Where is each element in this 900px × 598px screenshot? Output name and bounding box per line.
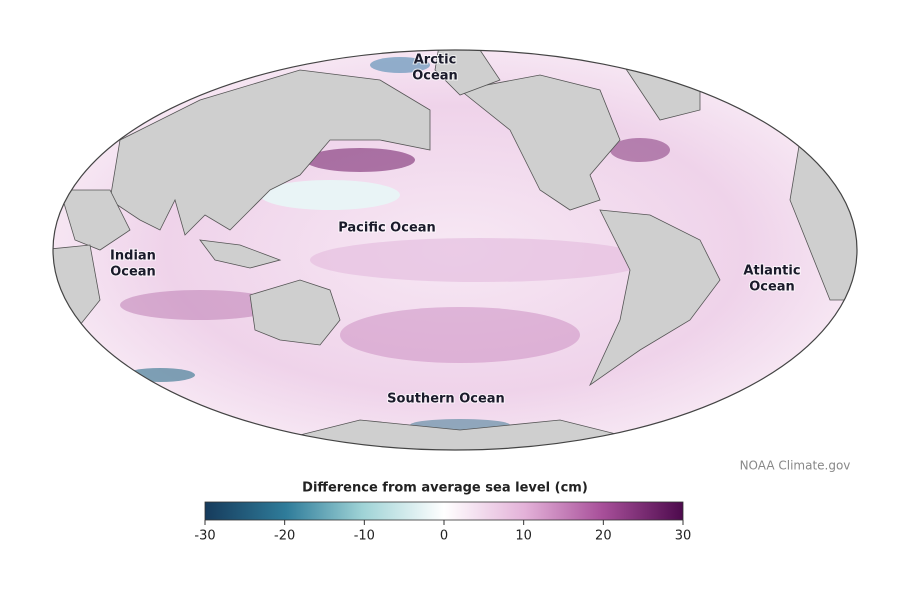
colorbar-tick-label: 0 xyxy=(440,529,448,544)
ocean-label: Southern Ocean xyxy=(387,392,505,407)
colorbar-tick-label: -10 xyxy=(354,529,375,544)
ocean-label: Pacific Ocean xyxy=(338,221,436,236)
colorbar-title: Difference from average sea level (cm) xyxy=(302,481,588,496)
colorbar xyxy=(204,501,684,521)
ocean-label: Indian xyxy=(110,249,156,264)
colorbar-tick-label: 30 xyxy=(675,529,692,544)
ocean-label: Ocean xyxy=(749,280,795,295)
ocean-label: Ocean xyxy=(412,69,458,84)
credit: NOAA Climate.gov xyxy=(740,459,851,473)
colorbar-tick-label: 20 xyxy=(595,529,612,544)
colorbar-tick-label: -30 xyxy=(194,529,215,544)
colorbar-tick-label: 10 xyxy=(515,529,532,544)
ocean-label: Arctic xyxy=(414,53,457,68)
ocean-label: Atlantic xyxy=(743,264,800,279)
map-outline xyxy=(52,49,858,451)
colorbar-tick-label: -20 xyxy=(274,529,295,544)
ocean-label: Ocean xyxy=(110,265,156,280)
